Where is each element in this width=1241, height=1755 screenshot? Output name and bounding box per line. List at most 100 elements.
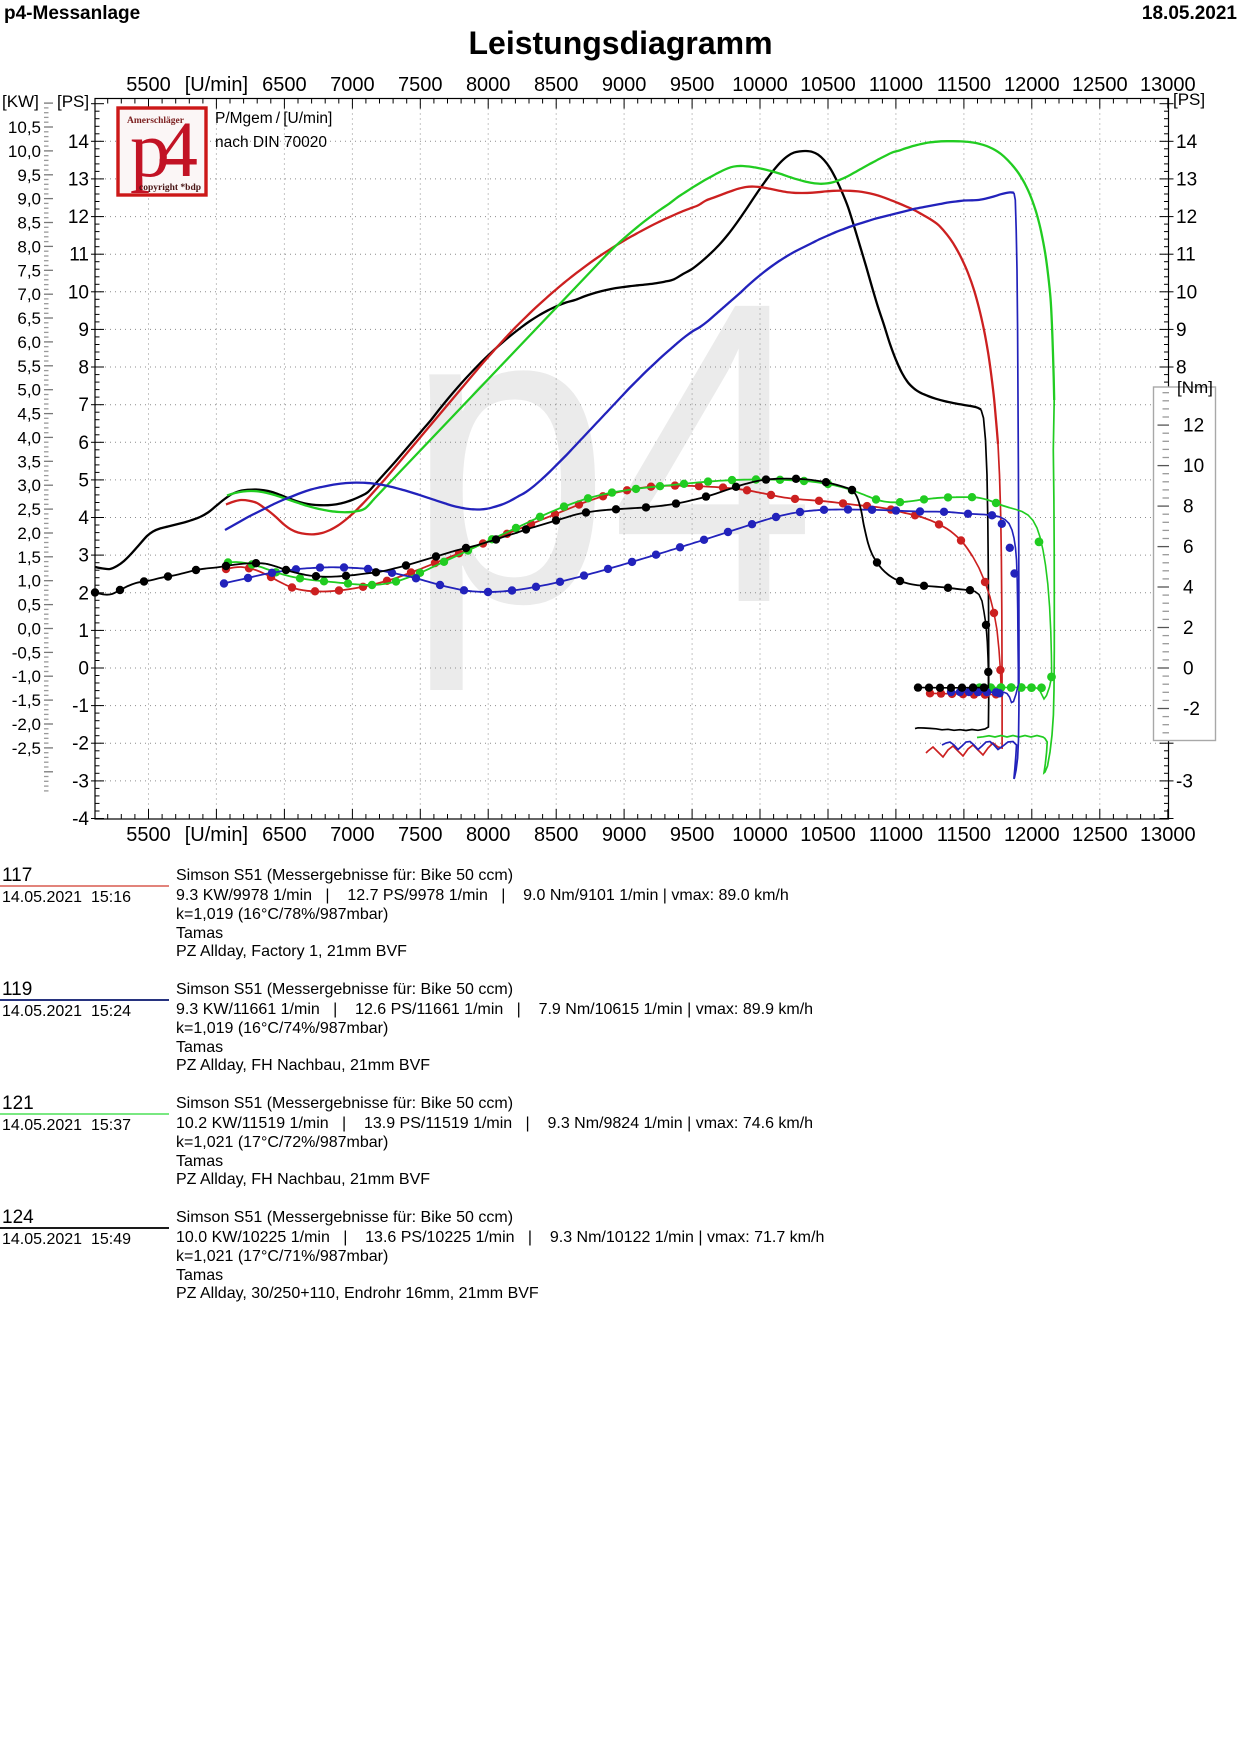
svg-text:8500: 8500 bbox=[534, 74, 579, 96]
svg-text:6: 6 bbox=[78, 433, 89, 454]
svg-text:Amerschläger: Amerschläger bbox=[127, 116, 185, 126]
svg-text:13: 13 bbox=[1176, 169, 1197, 190]
svg-text:9: 9 bbox=[1176, 320, 1187, 341]
svg-text:8500: 8500 bbox=[534, 824, 579, 846]
svg-text:11: 11 bbox=[1176, 245, 1196, 266]
svg-text:10500: 10500 bbox=[800, 824, 856, 846]
svg-text:9: 9 bbox=[78, 320, 89, 341]
svg-text:4: 4 bbox=[1183, 578, 1194, 599]
svg-text:-2,0: -2,0 bbox=[12, 715, 41, 734]
svg-text:3: 3 bbox=[78, 546, 89, 567]
svg-text:9500: 9500 bbox=[670, 824, 715, 846]
svg-text:0,5: 0,5 bbox=[17, 596, 41, 615]
svg-text:-3: -3 bbox=[72, 771, 89, 792]
svg-text:9000: 9000 bbox=[602, 74, 647, 96]
svg-text:13000: 13000 bbox=[1140, 74, 1196, 96]
svg-text:7,5: 7,5 bbox=[17, 261, 41, 280]
svg-text:-4: -4 bbox=[72, 809, 89, 830]
svg-text:8: 8 bbox=[1183, 497, 1194, 518]
svg-text:copyright *bdp: copyright *bdp bbox=[139, 183, 201, 193]
svg-text:1: 1 bbox=[78, 621, 89, 642]
svg-text:10: 10 bbox=[68, 282, 89, 303]
svg-text:2,0: 2,0 bbox=[17, 524, 41, 543]
svg-text:1,0: 1,0 bbox=[17, 572, 41, 591]
svg-text:5500: 5500 bbox=[126, 74, 171, 96]
svg-text:14: 14 bbox=[68, 132, 90, 153]
svg-text:10000: 10000 bbox=[732, 74, 788, 96]
svg-text:7000: 7000 bbox=[330, 824, 375, 846]
svg-text:3,0: 3,0 bbox=[17, 476, 41, 495]
svg-text:9000: 9000 bbox=[602, 824, 647, 846]
svg-text:5: 5 bbox=[78, 470, 89, 491]
svg-text:-2: -2 bbox=[72, 734, 89, 755]
svg-text:[Nm]: [Nm] bbox=[1177, 378, 1213, 397]
svg-text:[PS]: [PS] bbox=[57, 92, 89, 111]
svg-text:8: 8 bbox=[1176, 358, 1187, 379]
svg-text:6: 6 bbox=[1183, 537, 1194, 558]
svg-text:-0,5: -0,5 bbox=[12, 643, 41, 662]
svg-text:5500: 5500 bbox=[126, 824, 171, 846]
svg-text:4: 4 bbox=[78, 508, 89, 529]
svg-text:[U/min]: [U/min] bbox=[185, 824, 248, 846]
svg-text:-1,0: -1,0 bbox=[12, 667, 41, 686]
svg-text:12: 12 bbox=[1183, 416, 1204, 437]
svg-text:7500: 7500 bbox=[398, 824, 443, 846]
svg-text:1,5: 1,5 bbox=[17, 548, 41, 567]
svg-text:4,5: 4,5 bbox=[17, 405, 41, 424]
svg-text:12500: 12500 bbox=[1072, 824, 1128, 846]
svg-text:9,5: 9,5 bbox=[17, 166, 41, 185]
svg-text:11000: 11000 bbox=[869, 74, 923, 96]
svg-text:[KW]: [KW] bbox=[2, 92, 39, 111]
svg-text:6,5: 6,5 bbox=[17, 309, 41, 328]
svg-text:9,0: 9,0 bbox=[17, 190, 41, 209]
svg-text:8000: 8000 bbox=[466, 74, 511, 96]
svg-text:6500: 6500 bbox=[262, 824, 307, 846]
svg-text:10: 10 bbox=[1183, 456, 1204, 477]
svg-text:14: 14 bbox=[1176, 132, 1198, 153]
svg-text:nach DIN 70020: nach DIN 70020 bbox=[215, 134, 327, 151]
svg-text:-1: -1 bbox=[72, 696, 89, 717]
svg-text:10: 10 bbox=[1176, 282, 1197, 303]
svg-text:10500: 10500 bbox=[800, 74, 856, 96]
svg-text:8,0: 8,0 bbox=[17, 237, 41, 256]
svg-text:8000: 8000 bbox=[466, 824, 511, 846]
svg-text:6500: 6500 bbox=[262, 74, 307, 96]
svg-text:5,0: 5,0 bbox=[17, 381, 41, 400]
svg-text:[PS]: [PS] bbox=[1173, 90, 1205, 109]
svg-text:12000: 12000 bbox=[1004, 824, 1060, 846]
svg-text:12: 12 bbox=[68, 207, 89, 228]
svg-text:2: 2 bbox=[1183, 618, 1194, 639]
svg-text:11500: 11500 bbox=[937, 824, 991, 846]
svg-text:2: 2 bbox=[78, 583, 89, 604]
svg-text:6,0: 6,0 bbox=[17, 333, 41, 352]
svg-text:11500: 11500 bbox=[937, 74, 991, 96]
svg-text:13000: 13000 bbox=[1140, 824, 1196, 846]
svg-text:-2,5: -2,5 bbox=[12, 739, 41, 758]
svg-text:7500: 7500 bbox=[398, 74, 443, 96]
svg-text:8,5: 8,5 bbox=[17, 214, 41, 233]
svg-text:5,5: 5,5 bbox=[17, 357, 41, 376]
svg-text:p4: p4 bbox=[405, 213, 815, 695]
svg-text:8: 8 bbox=[78, 358, 89, 379]
svg-text:-1,5: -1,5 bbox=[12, 691, 41, 710]
svg-text:12000: 12000 bbox=[1004, 74, 1060, 96]
svg-text:0,0: 0,0 bbox=[17, 620, 41, 639]
svg-text:P/Mgem / [U/min]: P/Mgem / [U/min] bbox=[215, 110, 332, 127]
svg-text:10,5: 10,5 bbox=[8, 118, 41, 137]
svg-text:10,0: 10,0 bbox=[8, 142, 41, 161]
svg-text:3,5: 3,5 bbox=[17, 452, 41, 471]
svg-text:13: 13 bbox=[68, 169, 89, 190]
svg-text:-2: -2 bbox=[1183, 699, 1200, 720]
svg-text:0: 0 bbox=[1183, 659, 1194, 680]
svg-text:4,0: 4,0 bbox=[17, 428, 41, 447]
svg-text:2,5: 2,5 bbox=[17, 500, 41, 519]
svg-text:9500: 9500 bbox=[670, 74, 715, 96]
svg-text:7: 7 bbox=[78, 395, 89, 416]
svg-text:7000: 7000 bbox=[330, 74, 375, 96]
svg-text:-3: -3 bbox=[1176, 771, 1193, 792]
svg-text:12: 12 bbox=[1176, 207, 1197, 228]
svg-text:11: 11 bbox=[69, 245, 89, 266]
svg-text:10000: 10000 bbox=[732, 824, 788, 846]
svg-text:11000: 11000 bbox=[869, 824, 923, 846]
svg-text:0: 0 bbox=[78, 659, 89, 680]
